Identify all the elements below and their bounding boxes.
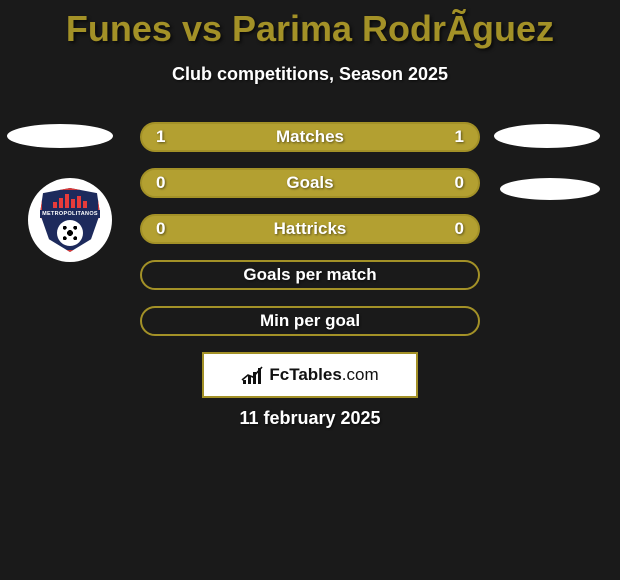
stats-table: 1 Matches 1 0 Goals 0 0 Hattricks 0 Goals per mat… — [140, 122, 480, 352]
club-shield-icon: METROPOLITANOS — [40, 188, 100, 252]
team-badge-left: METROPOLITANOS — [28, 178, 112, 262]
player-left-placeholder — [7, 124, 113, 148]
chart-logo-icon — [241, 366, 263, 384]
stat-label: Hattricks — [274, 219, 347, 239]
stat-value-left: 0 — [156, 173, 165, 193]
stat-value-right: 1 — [455, 127, 464, 147]
page-subtitle: Club competitions, Season 2025 — [0, 64, 620, 85]
stat-row: Min per goal — [140, 306, 480, 336]
stat-value-left: 1 — [156, 127, 165, 147]
stat-row: 0 Hattricks 0 — [140, 214, 480, 244]
brand-name: FcTables — [269, 365, 341, 384]
player-right-placeholder-1 — [494, 124, 600, 148]
brand-attribution: FcTables.com — [202, 352, 418, 398]
comparison-infographic: Funes vs Parima RodrÃ­guez Club competit… — [0, 0, 620, 580]
brand-domain: .com — [342, 365, 379, 384]
stat-label: Matches — [276, 127, 344, 147]
stat-value-right: 0 — [455, 173, 464, 193]
stat-value-left: 0 — [156, 219, 165, 239]
club-shield-label: METROPOLITANOS — [40, 210, 100, 218]
stat-label: Min per goal — [260, 311, 360, 331]
stat-label: Goals — [286, 173, 333, 193]
stat-row: 0 Goals 0 — [140, 168, 480, 198]
date-label: 11 february 2025 — [0, 408, 620, 429]
player-right-placeholder-2 — [500, 178, 600, 200]
soccer-ball-icon — [57, 220, 83, 246]
stat-row: 1 Matches 1 — [140, 122, 480, 152]
page-title: Funes vs Parima RodrÃ­guez — [0, 0, 620, 50]
stat-row: Goals per match — [140, 260, 480, 290]
stat-label: Goals per match — [243, 265, 376, 285]
stat-value-right: 0 — [455, 219, 464, 239]
brand-text: FcTables.com — [269, 365, 378, 385]
